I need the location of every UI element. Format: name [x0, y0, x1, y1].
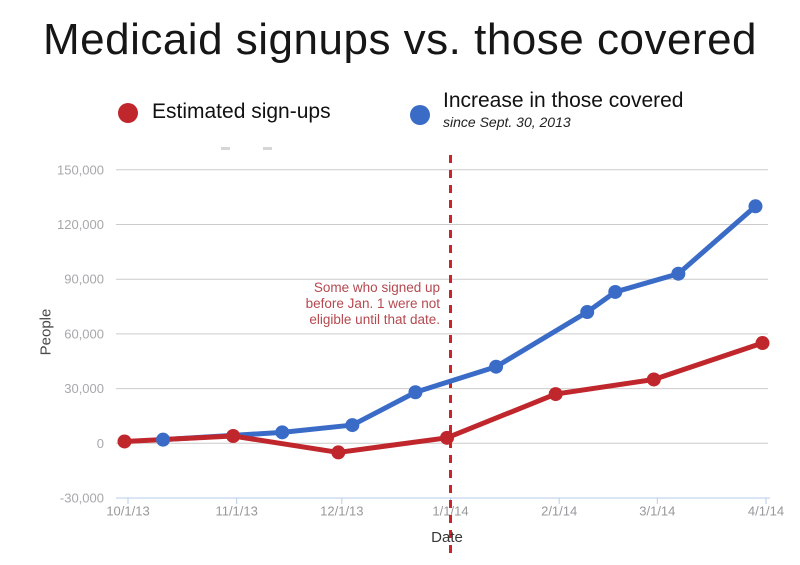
data-point — [275, 425, 290, 440]
y-tick-label: 60,000 — [64, 326, 104, 341]
data-point — [226, 429, 241, 444]
data-point — [580, 305, 595, 320]
legend-label-increase-covered: Increase in those covered — [443, 89, 684, 112]
y-tick-label: 150,000 — [57, 162, 104, 177]
y-tick-label: 0 — [97, 436, 104, 451]
x-tick-label: 10/1/13 — [106, 504, 149, 519]
series-line — [160, 203, 758, 443]
data-point — [755, 336, 770, 351]
page-title: Medicaid signups vs. those covered — [42, 15, 758, 64]
y-axis-title: People — [37, 308, 55, 356]
legend-label-estimated-signups: Estimated sign-ups — [152, 100, 331, 123]
annotation-line: before Jan. 1 were not — [305, 296, 440, 311]
artifact-dash — [263, 147, 272, 150]
data-point — [489, 359, 504, 374]
x-tick-label: 3/1/14 — [639, 504, 675, 519]
artifact-dash — [221, 147, 230, 150]
data-point — [345, 418, 360, 433]
annotation-line: eligible until that date. — [309, 312, 440, 327]
data-point — [408, 385, 423, 400]
x-tick-label: 4/1/14 — [748, 504, 784, 519]
legend-sublabel-since-date: since Sept. 30, 2013 — [443, 114, 571, 130]
x-tick-label: 11/1/13 — [215, 504, 257, 519]
data-point — [646, 372, 661, 387]
y-tick-label: 90,000 — [64, 272, 104, 287]
x-axis-title: Date — [431, 529, 463, 546]
y-tick-label: 120,000 — [57, 217, 104, 232]
eligibility-annotation: Some who signed up before Jan. 1 were no… — [306, 280, 440, 328]
data-point — [608, 284, 623, 299]
data-point — [548, 387, 563, 402]
x-tick-label: 2/1/14 — [541, 504, 577, 519]
x-tick-label: 1/1/14 — [432, 504, 468, 519]
y-tick-label: 30,000 — [64, 381, 104, 396]
data-point — [440, 430, 454, 445]
data-point — [748, 199, 763, 214]
estimated-signups-dot-icon — [118, 103, 138, 123]
x-tick-label: 12/1/13 — [320, 504, 363, 519]
increase-covered-dot-icon — [410, 105, 430, 125]
data-point — [156, 432, 171, 447]
data-point — [671, 266, 686, 281]
annotation-line: Some who signed up — [313, 280, 440, 295]
y-tick-label: -30,000 — [60, 491, 104, 506]
data-point — [331, 445, 346, 460]
data-point — [117, 434, 132, 449]
